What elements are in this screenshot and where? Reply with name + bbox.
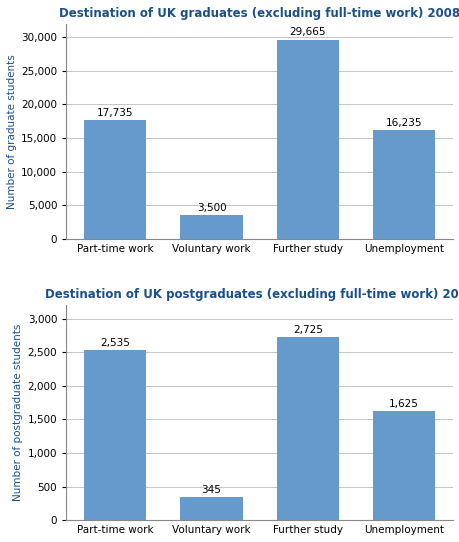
Text: 17,735: 17,735 (97, 107, 133, 118)
Title: Destination of UK postgraduates (excluding full-time work) 2008: Destination of UK postgraduates (excludi… (45, 288, 459, 301)
Text: 16,235: 16,235 (385, 118, 421, 127)
Y-axis label: Number of postgraduate students: Number of postgraduate students (13, 324, 23, 501)
Bar (276, 337, 338, 520)
Text: 2,725: 2,725 (292, 325, 322, 335)
Text: 29,665: 29,665 (289, 28, 325, 37)
Bar (372, 130, 435, 239)
Text: 1,625: 1,625 (388, 399, 418, 409)
Bar (276, 40, 338, 239)
Bar (180, 215, 242, 239)
Title: Destination of UK graduates (excluding full-time work) 2008: Destination of UK graduates (excluding f… (59, 7, 459, 20)
Bar (84, 350, 146, 520)
Text: 2,535: 2,535 (100, 338, 130, 348)
Text: 3,500: 3,500 (196, 203, 226, 213)
Text: 345: 345 (201, 485, 221, 495)
Bar (372, 411, 435, 520)
Bar (180, 497, 242, 520)
Bar (84, 120, 146, 239)
Y-axis label: Number of graduate students: Number of graduate students (7, 54, 17, 209)
